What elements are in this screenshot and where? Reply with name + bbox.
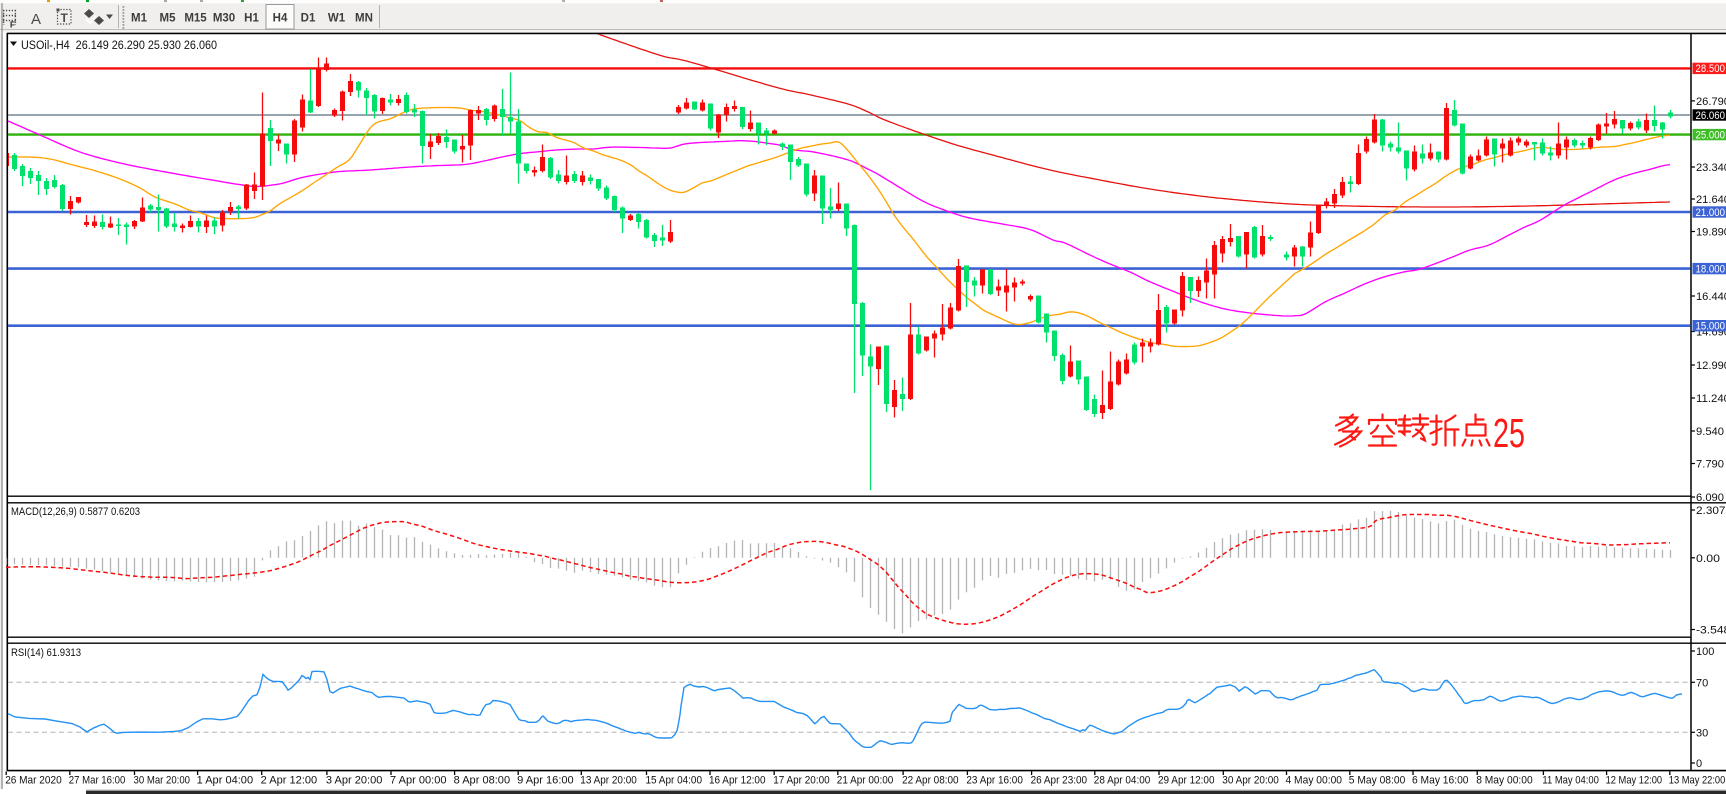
svg-text:M1: M1: [131, 13, 148, 25]
svg-text:6.090: 6.090: [1696, 492, 1724, 504]
svg-text:30: 30: [1696, 727, 1708, 739]
svg-text:H1: H1: [244, 13, 259, 25]
svg-text:16.440: 16.440: [1696, 291, 1726, 303]
svg-text:F: F: [10, 21, 15, 30]
svg-text:M30: M30: [213, 13, 235, 25]
svg-text:22 Apr 08:00: 22 Apr 08:00: [902, 775, 959, 787]
svg-text:2 Apr 12:00: 2 Apr 12:00: [261, 775, 318, 787]
svg-text:6 May 16:00: 6 May 16:00: [1412, 775, 1469, 787]
svg-text:11.240: 11.240: [1696, 393, 1726, 405]
svg-text:12.990: 12.990: [1696, 360, 1726, 372]
svg-text:26.060: 26.060: [1696, 110, 1726, 122]
svg-text:A: A: [31, 11, 41, 28]
svg-text:26 Apr 23:00: 26 Apr 23:00: [1031, 775, 1088, 787]
svg-text:23.340: 23.340: [1696, 162, 1726, 174]
svg-text:19.890: 19.890: [1696, 227, 1726, 239]
svg-text:16 Apr 12:00: 16 Apr 12:00: [709, 775, 766, 787]
svg-text:MN: MN: [355, 13, 373, 25]
svg-text:D1: D1: [301, 13, 316, 25]
svg-text:28.500: 28.500: [1696, 63, 1726, 75]
svg-text:T: T: [61, 11, 69, 25]
svg-text:RSI(14) 61.9313: RSI(14) 61.9313: [11, 647, 81, 659]
svg-text:30 Mar 20:00: 30 Mar 20:00: [134, 775, 191, 787]
svg-text:9.540: 9.540: [1696, 426, 1724, 438]
svg-text:28 Apr 04:00: 28 Apr 04:00: [1094, 775, 1151, 787]
svg-text:1 Apr 04:00: 1 Apr 04:00: [197, 775, 254, 787]
svg-text:8 May 00:00: 8 May 00:00: [1476, 775, 1533, 787]
svg-text:-3.5484: -3.5484: [1696, 625, 1726, 637]
svg-text:26 Mar 2020: 26 Mar 2020: [5, 775, 62, 787]
svg-text:2.3072: 2.3072: [1696, 505, 1726, 517]
svg-text:8 Apr 08:00: 8 Apr 08:00: [454, 775, 511, 787]
svg-text:4 May 00:00: 4 May 00:00: [1286, 775, 1343, 787]
svg-text:0.00: 0.00: [1696, 553, 1720, 565]
svg-text:H4: H4: [273, 13, 288, 25]
svg-text:9 Apr 16:00: 9 Apr 16:00: [517, 775, 574, 787]
svg-text:18.000: 18.000: [1696, 263, 1726, 275]
svg-text:17 Apr 20:00: 17 Apr 20:00: [773, 775, 830, 787]
svg-text:M15: M15: [184, 13, 207, 25]
svg-text:25.000: 25.000: [1696, 129, 1726, 141]
svg-text:26.790: 26.790: [1696, 96, 1726, 108]
svg-text:25: 25: [1493, 410, 1525, 456]
svg-text:21 Apr 00:00: 21 Apr 00:00: [837, 775, 894, 787]
svg-text:11 May 04:00: 11 May 04:00: [1542, 775, 1599, 787]
svg-text:0: 0: [1696, 758, 1702, 770]
svg-text:USOil-,H4 26.149 26.290 25.93: USOil-,H4 26.149 26.290 25.930 26.060: [21, 40, 217, 52]
svg-text:13 May 22:00: 13 May 22:00: [1669, 775, 1726, 787]
svg-text:7.790: 7.790: [1696, 459, 1724, 471]
svg-text:70: 70: [1696, 677, 1708, 689]
svg-text:29 Apr 12:00: 29 Apr 12:00: [1158, 775, 1215, 787]
svg-text:M5: M5: [160, 13, 177, 25]
svg-text:100: 100: [1696, 646, 1714, 658]
svg-text:W1: W1: [328, 13, 346, 25]
svg-text:27 Mar 16:00: 27 Mar 16:00: [69, 775, 126, 787]
svg-text:23 Apr 16:00: 23 Apr 16:00: [966, 775, 1023, 787]
svg-text:15.000: 15.000: [1696, 321, 1726, 333]
svg-text:21.000: 21.000: [1696, 207, 1726, 219]
svg-text:15 Apr 04:00: 15 Apr 04:00: [646, 775, 703, 787]
svg-text:MACD(12,26,9) 0.5877 0.6203: MACD(12,26,9) 0.5877 0.6203: [11, 506, 140, 518]
svg-text:13 Apr 20:00: 13 Apr 20:00: [580, 775, 637, 787]
svg-text:21.640: 21.640: [1696, 194, 1726, 206]
svg-text:7 Apr 00:00: 7 Apr 00:00: [390, 775, 447, 787]
svg-text:3 Apr 20:00: 3 Apr 20:00: [326, 775, 383, 787]
svg-text:30 Apr 20:00: 30 Apr 20:00: [1222, 775, 1279, 787]
svg-text:5 May 08:00: 5 May 08:00: [1349, 775, 1406, 787]
svg-text:12 May 12:00: 12 May 12:00: [1606, 775, 1663, 787]
